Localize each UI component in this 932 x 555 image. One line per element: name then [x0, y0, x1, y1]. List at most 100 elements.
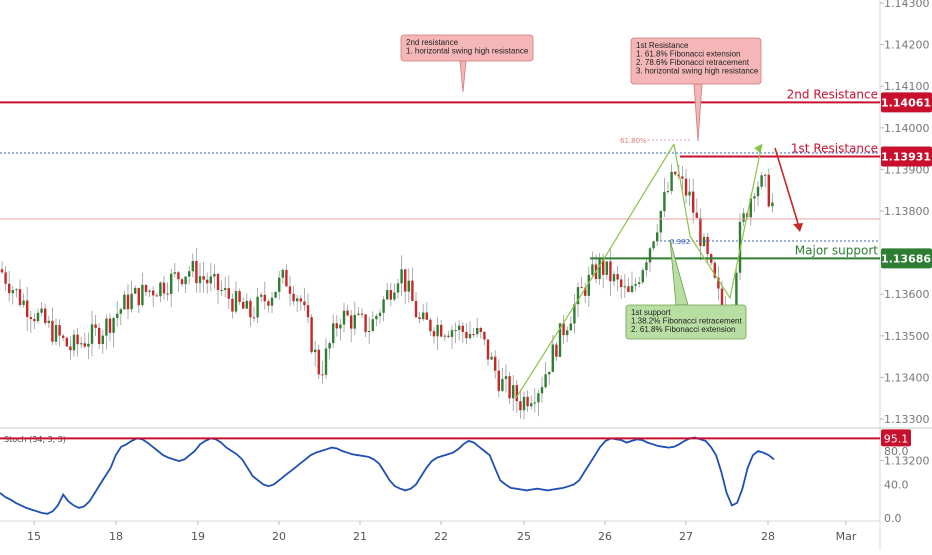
candle-body	[742, 213, 745, 222]
candle-body	[368, 330, 371, 333]
candle-body	[494, 356, 497, 371]
candle-body	[375, 315, 378, 320]
note-line: 2nd resistance	[406, 38, 459, 47]
candle-body	[432, 331, 436, 337]
candle-body	[501, 379, 504, 391]
level-name: 2nd Resistance	[787, 87, 878, 101]
candle-body	[155, 295, 158, 297]
candle-body	[576, 287, 580, 305]
candle-body	[224, 288, 227, 291]
candle-body	[670, 171, 673, 191]
candle-body	[393, 292, 396, 300]
candle-body	[328, 343, 331, 349]
candle-body	[245, 300, 248, 309]
candle-body	[108, 318, 112, 333]
candle-body	[321, 374, 324, 376]
candle-body	[148, 290, 151, 292]
time-tick-label: Mar	[836, 530, 857, 543]
candle-body	[170, 273, 173, 294]
candle-body	[508, 376, 511, 399]
candle-body	[119, 309, 122, 314]
candle-body	[609, 261, 612, 282]
candle-body	[112, 318, 115, 333]
candle-body	[152, 290, 155, 296]
candle-body	[29, 317, 32, 320]
candle-body	[58, 325, 61, 336]
candle-body	[249, 300, 252, 318]
level-price-tag	[881, 248, 932, 269]
candle-body	[285, 269, 288, 287]
candle-body	[76, 334, 79, 345]
candle-body	[512, 385, 515, 399]
candle-body	[684, 178, 688, 196]
time-tick-label: 19	[191, 530, 205, 543]
candle-body	[346, 310, 349, 316]
candle-body	[144, 284, 148, 292]
candle-body	[540, 387, 544, 394]
candle-body	[666, 191, 670, 193]
candle-body	[764, 174, 767, 176]
candle-body	[767, 174, 770, 207]
drawings-layer: 61.80% 0.382	[0, 137, 880, 399]
candle-body	[371, 319, 374, 331]
projection-arrow	[774, 147, 801, 231]
candle-body	[80, 343, 83, 345]
candle-body	[584, 287, 587, 296]
price-tick-label: 1.14000	[884, 122, 930, 135]
time-tick-label: 26	[598, 530, 612, 543]
candle-body	[0, 269, 4, 273]
candle-body	[414, 301, 418, 318]
candle-body	[141, 284, 144, 306]
candle-body	[695, 212, 698, 218]
candle-body	[638, 282, 641, 284]
level-price-tag	[881, 92, 932, 113]
candle-body	[526, 396, 529, 407]
candle-body	[296, 298, 299, 302]
candle-body	[206, 279, 209, 284]
candle-body	[645, 262, 648, 271]
candle-body	[364, 314, 367, 333]
candle-body	[476, 328, 479, 335]
level-price-label: 1.13931	[881, 151, 931, 164]
price-tick-label: 1.13800	[884, 205, 930, 218]
time-tick-label: 25	[517, 530, 531, 543]
candle-body	[238, 291, 241, 302]
candle-body	[382, 299, 385, 313]
note-line: 1. 61.8% Fibonacci extension	[636, 50, 741, 59]
level-price-label: 1.14061	[881, 96, 931, 109]
note-line: 1st Resistance	[636, 41, 689, 50]
candle-body	[360, 313, 364, 315]
price-tick-label: 1.13600	[884, 288, 930, 301]
candle-body	[177, 272, 180, 280]
candle-body	[18, 289, 22, 305]
candle-body	[26, 300, 29, 318]
candle-body	[15, 289, 18, 291]
price-tick-label: 1.13900	[884, 163, 930, 176]
candle-body	[490, 356, 493, 360]
candle-body	[483, 331, 486, 340]
candle-body	[659, 211, 662, 233]
candle-body	[332, 323, 335, 344]
arrowhead	[754, 144, 762, 153]
candle-body	[386, 290, 389, 300]
candle-body	[404, 269, 407, 292]
candle-body	[623, 286, 626, 288]
note-box	[630, 37, 762, 85]
fib-label: 61.80%	[620, 137, 647, 145]
candle-body	[278, 277, 281, 292]
candle-body	[753, 196, 756, 199]
candle-body	[681, 176, 684, 179]
candle-body	[173, 272, 176, 274]
price-tick-label: 1.14100	[884, 80, 930, 93]
candle-body	[101, 335, 104, 344]
candle-body	[98, 327, 101, 344]
candle-body	[602, 258, 605, 275]
candle-body	[396, 283, 400, 293]
stochastic-pane: Stoch (34, 3, 3) 80.0 40.0 0.0 95.1	[0, 429, 911, 525]
candle-body	[652, 241, 655, 249]
candle-body	[688, 191, 691, 196]
level-name: 1st Resistance	[791, 142, 878, 156]
candle-body	[749, 198, 752, 218]
candle-body	[22, 300, 25, 305]
candle-body	[713, 262, 716, 278]
